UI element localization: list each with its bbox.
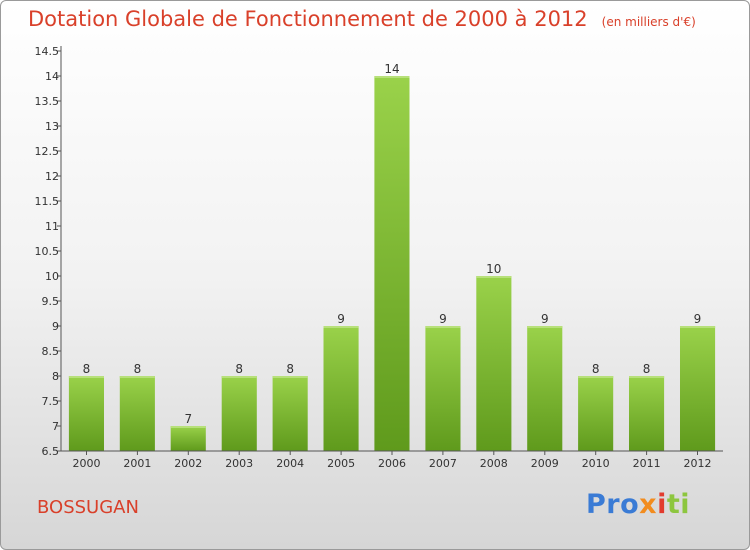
- x-tick-label: 2000: [73, 457, 101, 470]
- y-tick-label: 11.5: [35, 195, 60, 208]
- value-label: 8: [592, 362, 600, 376]
- value-label: 9: [541, 312, 549, 326]
- value-label: 9: [694, 312, 702, 326]
- x-tick-label: 2006: [378, 457, 406, 470]
- logo-letter-x: x: [639, 489, 658, 520]
- value-label: 8: [83, 362, 91, 376]
- x-tick-label: 2012: [684, 457, 712, 470]
- x-tick-label: 2009: [531, 457, 559, 470]
- title-line: Dotation Globale de Fonctionnement de 20…: [28, 7, 696, 31]
- bar-2000: [68, 376, 104, 451]
- bar-top-highlight: [425, 326, 461, 328]
- value-label: 9: [337, 312, 345, 326]
- bar-top-highlight: [221, 376, 257, 378]
- bar-top-highlight: [323, 326, 359, 328]
- x-tick-label: 2002: [174, 457, 202, 470]
- bar-2010: [578, 376, 614, 451]
- bar-top-highlight: [578, 376, 614, 378]
- value-label: 9: [439, 312, 447, 326]
- bar-top-highlight: [476, 276, 512, 278]
- x-tick-label: 2003: [225, 457, 253, 470]
- y-tick-label: 10: [45, 270, 59, 283]
- y-tick-label: 14: [45, 70, 59, 83]
- logo-letter-i: i: [657, 489, 667, 520]
- y-tick-label: 12.5: [35, 145, 60, 158]
- bar-2011: [629, 376, 665, 451]
- x-tick-label: 2010: [582, 457, 610, 470]
- x-tick-label: 2001: [123, 457, 151, 470]
- y-tick-label: 8.5: [42, 345, 60, 358]
- bar-2009: [527, 326, 563, 451]
- x-tick-label: 2007: [429, 457, 457, 470]
- y-tick-label: 7: [52, 420, 59, 433]
- bar-2003: [221, 376, 257, 451]
- value-label: 14: [384, 62, 399, 76]
- y-tick-label: 13.5: [35, 95, 60, 108]
- commune-name: BOSSUGAN: [37, 497, 139, 518]
- bar-top-highlight: [629, 376, 665, 378]
- bar-2012: [680, 326, 716, 451]
- y-tick-label: 9.5: [42, 295, 60, 308]
- value-label: 8: [134, 362, 142, 376]
- value-label: 10: [486, 262, 501, 276]
- value-label: 8: [235, 362, 243, 376]
- x-tick-label: 2004: [276, 457, 304, 470]
- chart-subtitle: (en milliers d'€): [601, 15, 696, 29]
- proxiti-logo: Proxiti: [586, 489, 690, 520]
- axes-layer: 2000 2001 2002 2003 2004 2005 2006 2007 2008 2009…: [35, 45, 723, 470]
- bar-top-highlight: [119, 376, 155, 378]
- logo-letters-pro: Pro: [586, 489, 640, 520]
- y-tick-label: 9: [52, 320, 59, 333]
- x-tick-label: 2005: [327, 457, 355, 470]
- bar-2008: [476, 276, 512, 451]
- y-tick-label: 8: [52, 370, 59, 383]
- bar-top-highlight: [170, 426, 206, 428]
- y-tick-label: 12: [45, 170, 59, 183]
- x-tick-label: 2011: [633, 457, 661, 470]
- chart-title: Dotation Globale de Fonctionnement de 20…: [28, 7, 588, 31]
- logo-letters-ti: ti: [666, 489, 691, 520]
- bar-top-highlight: [272, 376, 308, 378]
- bar-top-highlight: [680, 326, 716, 328]
- y-tick-label: 14.5: [35, 45, 60, 58]
- x-tick-label: 2008: [480, 457, 508, 470]
- bar-2005: [323, 326, 359, 451]
- value-label: 8: [286, 362, 294, 376]
- bars-layer: 8 8 7 8 8 9 14 9 10 9 8 8 9: [68, 62, 716, 451]
- bar-top-highlight: [527, 326, 563, 328]
- bar-2002: [170, 426, 206, 451]
- bar-top-highlight: [374, 76, 410, 78]
- value-label: 8: [643, 362, 651, 376]
- bar-2004: [272, 376, 308, 451]
- y-tick-label: 10.5: [35, 245, 60, 258]
- y-tick-label: 11: [45, 220, 59, 233]
- bar-2006: [374, 76, 410, 451]
- value-label: 7: [184, 412, 192, 426]
- y-tick-label: 6.5: [42, 445, 60, 458]
- bar-2001: [119, 376, 155, 451]
- y-tick-label: 7.5: [42, 395, 60, 408]
- y-tick-label: 13: [45, 120, 59, 133]
- bar-top-highlight: [68, 376, 104, 378]
- bar-2007: [425, 326, 461, 451]
